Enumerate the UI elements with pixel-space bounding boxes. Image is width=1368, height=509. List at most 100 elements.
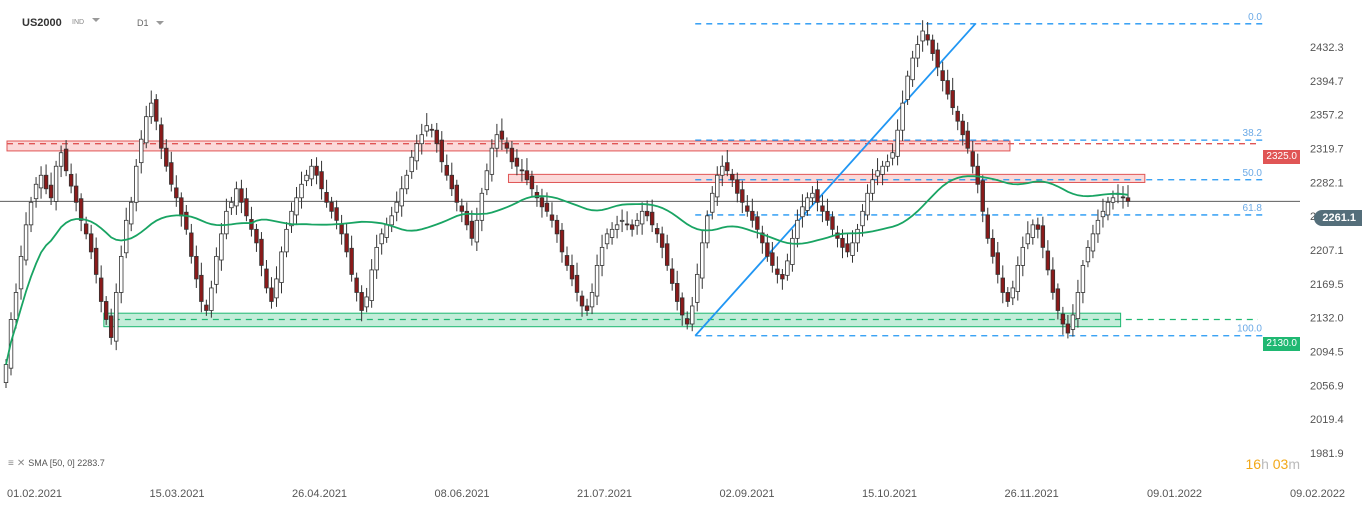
candle-body	[960, 120, 965, 136]
y-tick-label: 2094.5	[1310, 346, 1344, 358]
candle-body	[299, 183, 304, 199]
candle-body	[680, 297, 685, 316]
candle-body	[775, 268, 780, 275]
candle-body	[13, 292, 19, 320]
candle-body	[18, 255, 24, 290]
candle-body	[554, 219, 560, 235]
candle-body	[765, 242, 770, 257]
candle-body	[825, 210, 830, 221]
candle-body	[394, 201, 399, 213]
candle-body	[78, 198, 84, 221]
candle-countdown: 16h 03m	[1245, 456, 1300, 472]
candle-body	[935, 49, 940, 68]
x-tick-label: 09.02.2022	[1290, 488, 1345, 500]
candle-body	[584, 305, 590, 311]
close-icon[interactable]: ✕	[16, 458, 26, 469]
candle-body	[624, 223, 630, 226]
candle-body	[1000, 277, 1005, 293]
candle-body	[785, 260, 790, 276]
candle-body	[569, 265, 575, 280]
x-tick-label: 09.01.2022	[1147, 488, 1202, 500]
candle-body	[629, 224, 635, 230]
candle-body	[159, 124, 164, 149]
candle-body	[710, 192, 715, 213]
candle-body	[364, 296, 369, 308]
candle-body	[269, 287, 274, 302]
candle-body	[1090, 233, 1096, 252]
candle-body	[103, 301, 109, 320]
candle-body	[965, 130, 970, 149]
resistance-zone	[507, 173, 1146, 183]
candle-body	[264, 268, 269, 289]
candle-body	[720, 165, 725, 176]
symbol-name[interactable]: US2000	[22, 17, 62, 29]
candle-body	[38, 174, 44, 189]
candle-body	[309, 165, 314, 180]
candle-body	[654, 228, 660, 235]
candle-body	[234, 188, 239, 207]
sma-legend[interactable]: ≡ ✕ SMA [50, 0] 2283.7	[8, 458, 105, 469]
candle-body	[349, 247, 354, 275]
candle-body	[524, 170, 530, 181]
candle-body	[519, 169, 525, 172]
candle-body	[149, 102, 154, 118]
candle-body	[1050, 269, 1056, 293]
candle-body	[534, 191, 540, 199]
candle-body	[339, 223, 344, 235]
candle-body	[760, 232, 765, 244]
current-price-badge: 2261.1	[1314, 210, 1362, 226]
candle-body	[1035, 224, 1041, 230]
y-tick-label: 2319.7	[1310, 143, 1344, 155]
candle-body	[424, 125, 429, 132]
y-tick-label: 2169.5	[1310, 279, 1344, 291]
sma-legend-text: SMA [50, 0] 2283.7	[28, 458, 105, 468]
candle-body	[28, 201, 34, 226]
candle-body	[795, 219, 800, 239]
candle-body	[594, 265, 600, 297]
candle-body	[1005, 292, 1010, 302]
candle-body	[915, 44, 920, 59]
candle-body	[1065, 323, 1071, 334]
candle-body	[735, 179, 740, 194]
timeframe-dropdown-icon[interactable]	[156, 21, 164, 25]
candle-body	[910, 57, 915, 81]
candle-body	[334, 207, 339, 221]
candle-body	[479, 192, 485, 221]
candle-body	[750, 210, 755, 221]
candle-body	[1010, 287, 1015, 299]
candle-body	[88, 233, 94, 253]
candle-body	[324, 191, 329, 203]
candle-body	[93, 247, 99, 275]
candle-body	[740, 189, 745, 203]
candle-body	[980, 180, 985, 212]
y-tick-label: 2282.1	[1310, 177, 1344, 189]
candle-body	[444, 164, 449, 176]
candle-body	[790, 237, 795, 265]
candle-body	[639, 210, 645, 225]
candle-body	[374, 246, 379, 271]
candle-body	[219, 233, 224, 261]
candle-body	[189, 232, 194, 257]
timeframe-selector[interactable]: D1	[137, 18, 149, 28]
candle-body	[539, 197, 545, 208]
candle-body	[329, 201, 334, 212]
fib-level-label: 100.0	[1237, 324, 1262, 335]
drag-handle-icon[interactable]: ≡	[8, 458, 14, 469]
symbol-dropdown-icon[interactable]	[92, 18, 100, 22]
candle-body	[1025, 233, 1031, 245]
candle-body	[690, 305, 695, 325]
candle-body	[249, 219, 254, 230]
candle-body	[194, 255, 199, 280]
candle-body	[905, 75, 910, 100]
candle-body	[139, 138, 144, 164]
candle-body	[845, 243, 850, 253]
candle-body	[384, 224, 389, 238]
candle-body	[990, 237, 995, 257]
y-tick-label: 2432.3	[1310, 42, 1344, 54]
candle-body	[579, 295, 585, 307]
candle-body	[715, 174, 720, 198]
candle-body	[920, 30, 925, 42]
candle-body	[169, 162, 174, 185]
candle-body	[284, 228, 289, 253]
